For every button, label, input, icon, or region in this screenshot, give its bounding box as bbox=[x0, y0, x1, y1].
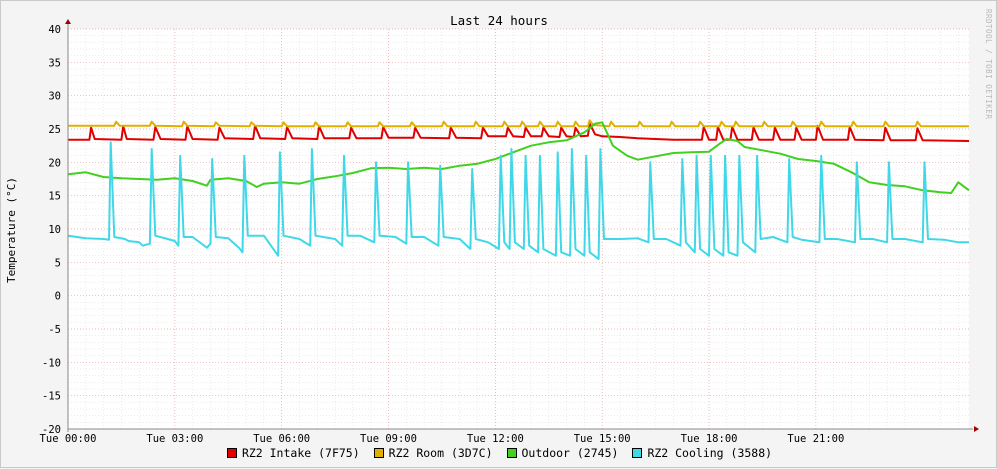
legend-label: RZ2 Room (3D7C) bbox=[388, 446, 493, 460]
y-tick-label: -20 bbox=[42, 424, 61, 436]
y-tick-label: 35 bbox=[48, 57, 61, 69]
legend-label: RZ2 Intake (7F75) bbox=[241, 446, 360, 460]
y-tick-label: 40 bbox=[48, 24, 61, 36]
y-tick-label: -10 bbox=[42, 357, 61, 369]
series-lines bbox=[67, 119, 970, 260]
x-tick-label: Tue 09:00 bbox=[360, 433, 417, 445]
x-tick-label: Tue 15:00 bbox=[574, 433, 631, 445]
legend-item: RZ2 Cooling (3588) bbox=[632, 446, 772, 460]
series-line-1 bbox=[68, 122, 970, 142]
y-tick-label: 0 bbox=[55, 291, 61, 303]
x-tick-label: Tue 18:00 bbox=[681, 433, 738, 445]
legend-label: Outdoor (2745) bbox=[521, 446, 619, 460]
legend-label: RZ2 Cooling (3588) bbox=[647, 446, 773, 460]
x-tick-label: Tue 03:00 bbox=[146, 433, 203, 445]
watermark: RRDTOOL / TOBI OETIKER bbox=[984, 9, 993, 120]
x-tick-label: Tue 12:00 bbox=[467, 433, 524, 445]
legend-swatch bbox=[226, 448, 237, 458]
y-tick-label: 20 bbox=[48, 157, 61, 169]
y-axis-label: Temperature (°C) bbox=[5, 177, 18, 283]
x-tick-label: Tue 00:00 bbox=[40, 433, 97, 445]
y-tick-label: -15 bbox=[42, 391, 61, 403]
legend-item: RZ2 Room (3D7C) bbox=[373, 446, 493, 460]
legend-swatch bbox=[506, 448, 517, 458]
legend: RZ2 Intake (7F75) RZ2 Room (3D7C) Outdoor … bbox=[1, 446, 997, 460]
y-tick-label: -5 bbox=[48, 324, 61, 336]
series-line-4 bbox=[67, 141, 969, 260]
y-tick-label: 25 bbox=[48, 124, 61, 136]
legend-item: Outdoor (2745) bbox=[506, 446, 619, 460]
y-tick-label: 10 bbox=[48, 224, 61, 236]
y-tick-label: 30 bbox=[48, 91, 61, 103]
grid bbox=[67, 28, 969, 430]
legend-item: RZ2 Intake (7F75) bbox=[226, 446, 360, 460]
y-tick-label: 5 bbox=[55, 257, 61, 269]
x-tick-label: Tue 06:00 bbox=[253, 433, 310, 445]
x-tick-label: Tue 21:00 bbox=[787, 433, 844, 445]
legend-swatch bbox=[632, 448, 643, 458]
chart-title: Last 24 hours bbox=[450, 13, 548, 28]
legend-swatch bbox=[373, 448, 384, 458]
x-axis-arrow bbox=[974, 426, 979, 432]
series-line-2 bbox=[68, 119, 969, 128]
y-axis-arrow bbox=[65, 19, 71, 24]
y-tick-label: 15 bbox=[48, 191, 61, 203]
